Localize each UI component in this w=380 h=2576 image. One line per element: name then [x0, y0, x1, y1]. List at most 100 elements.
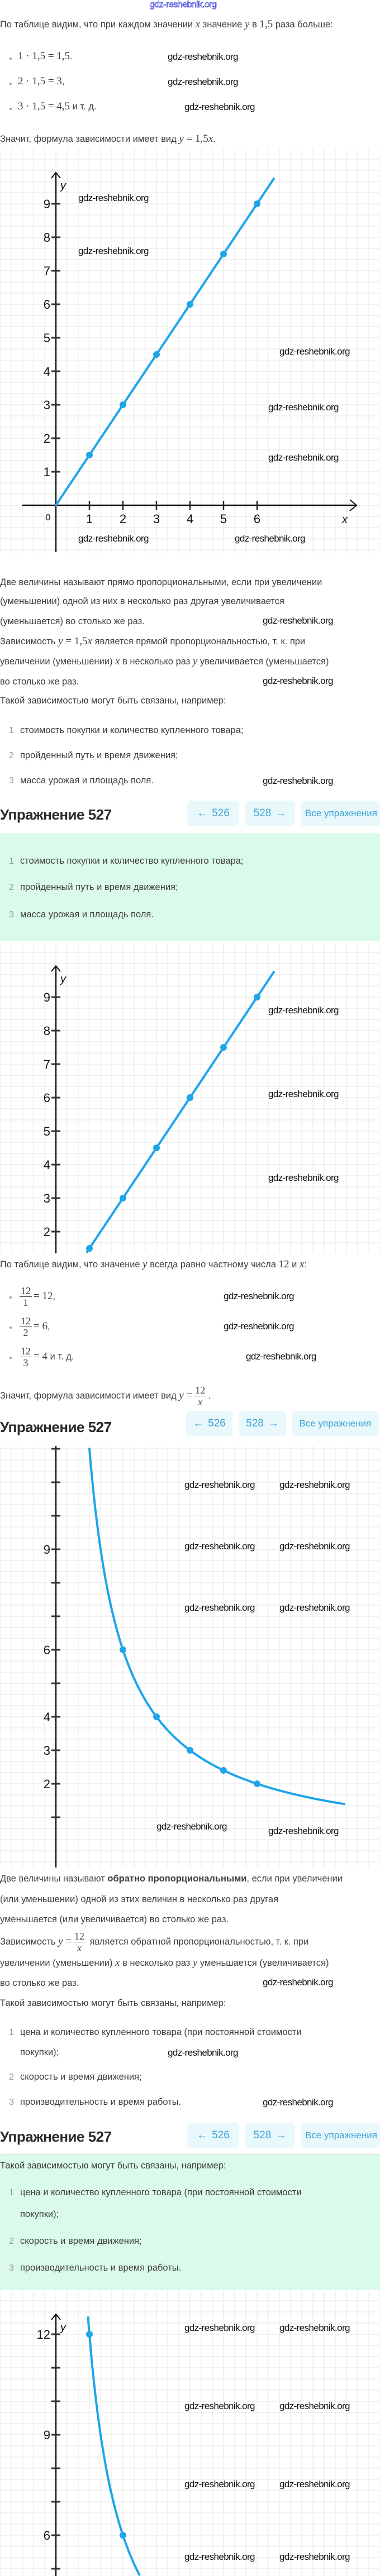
item-text: пройденный путь и время движения; [20, 882, 178, 892]
chart-direct-proportion-crop: y 2 3 4 5 6 7 8 9 [0, 942, 380, 1253]
definition-line: увеличении (уменьшении) x в несколько ра… [0, 655, 329, 668]
item-number: 3 [9, 910, 14, 920]
text-segment: Две величины называют [0, 1874, 108, 1884]
text-segment: : [304, 1260, 307, 1270]
math-expression: = 12 [34, 1290, 53, 1302]
y-axis-label: y [59, 973, 66, 985]
data-point [120, 1195, 126, 1201]
all-exercises-button[interactable]: Все упражнения [301, 2123, 380, 2148]
text-segment: По таблице видим, что при каждом значени… [0, 20, 196, 30]
text-segment: , [47, 1321, 50, 1332]
item-number: 3 [9, 2098, 14, 2107]
y-tick-label: 7 [44, 264, 50, 278]
all-exercises-button[interactable]: Все упражнения [292, 1411, 379, 1437]
text-segment: Зависимость [0, 1937, 59, 1947]
prev-exercise-button[interactable]: ← 526 [186, 1411, 232, 1437]
math-variable: y [192, 655, 198, 667]
text-segment: увеличении (уменьшении) [0, 1958, 116, 1968]
math-expression: 12 [278, 1258, 289, 1270]
y-tick-label: 9 [44, 1543, 50, 1557]
definition-line: Две величины называют прямо пропорционал… [0, 576, 322, 588]
math-variable: x [115, 655, 120, 667]
data-point [220, 251, 227, 257]
data-point [187, 1094, 193, 1101]
text-segment: , [61, 76, 65, 87]
y-tick-label: 5 [44, 1124, 50, 1138]
exercise-title: Упражнение 527 [0, 1419, 112, 1435]
all-exercises-button[interactable]: Все упражнения [301, 801, 380, 826]
x-tick-label: 2 [120, 512, 126, 526]
item-text: производительность и время работы. [20, 2263, 182, 2273]
watermark-text: gdz-reshebnik.org [263, 775, 333, 786]
y-tick-label: 6 [44, 2529, 50, 2543]
text-segment: Значит, формула зависимости имеет вид [0, 134, 179, 144]
fraction-numerator: 12 [20, 1285, 32, 1297]
data-point [153, 351, 160, 358]
watermark-text: gdz-reshebnik.org [246, 1351, 316, 1362]
data-point [187, 301, 193, 308]
text-segment: всегда равно частному числа [147, 1260, 279, 1270]
calc-line-1: 1 · 1,5 = 1,5. [18, 50, 73, 63]
next-exercise-button[interactable]: 528 → [245, 2123, 295, 2148]
exercise-title: Упражнение 527 [0, 806, 112, 823]
y-axis-label: y [59, 180, 66, 192]
text-segment: в несколько раз [120, 1958, 193, 1968]
arrow-right-icon: → [268, 1418, 279, 1429]
y-tick-label: 6 [44, 1091, 50, 1105]
data-point [220, 1767, 227, 1774]
calc-line-3: 12 3 = 4 и т. д. [18, 1344, 74, 1369]
item-number: 1 [9, 856, 14, 866]
all-label: Все упражнения [305, 808, 377, 818]
chart-inverse-proportion-crop: y 6 9 12 [0, 2291, 380, 2576]
prev-exercise-button[interactable]: ← 526 [187, 801, 239, 826]
next-label: 528 [253, 807, 272, 819]
math-variable: y [245, 18, 250, 30]
data-point [120, 2532, 126, 2539]
y-tick-label: 9 [44, 990, 50, 1004]
item-number: 2 [9, 751, 14, 760]
text-segment: раза больше: [273, 20, 333, 30]
y-tick-label: 4 [44, 1710, 50, 1724]
y-tick-label: 12 [37, 2328, 50, 2342]
math-variable: y [192, 1957, 198, 1969]
math-variable: y [179, 1390, 184, 1401]
bullet [10, 83, 12, 85]
y-tick-label: 5 [44, 331, 50, 345]
data-point [153, 1713, 160, 1720]
y-tick-label: 9 [44, 2428, 50, 2442]
y-tick-label: 8 [44, 1024, 50, 1038]
x-tick-label: 3 [153, 512, 160, 526]
next-label: 528 [246, 1418, 264, 1429]
definition-line: Такой зависимостью могут быть связаны, н… [0, 1997, 226, 2009]
fraction-denominator: x [198, 1396, 203, 1408]
math-expression: 1,5 [259, 18, 273, 30]
math-expression: = 6 [34, 1320, 48, 1332]
data-point [86, 2331, 93, 2338]
exercise-title: Упражнение 527 [0, 2128, 112, 2145]
fraction-numerator: 12 [194, 1385, 207, 1397]
item-text: масса урожая и площадь поля. [20, 775, 154, 786]
math-expression: = 1,5 [63, 635, 88, 647]
grid [0, 1446, 380, 1868]
fraction: 12 2 [20, 1315, 32, 1338]
x-tick-label: 6 [254, 512, 260, 526]
text-segment: во столько же раз. [0, 1978, 79, 1988]
math-expression: = 1,5 [183, 133, 208, 145]
definition-line: во столько же раз. [0, 1977, 79, 1989]
grid [0, 942, 380, 1253]
y-tick-label: 8 [44, 231, 50, 245]
watermark-text: gdz-reshebnik.org [263, 1977, 333, 1988]
math-variable: y [179, 133, 184, 145]
prev-exercise-button[interactable]: ← 526 [187, 2123, 239, 2148]
next-label: 528 [253, 2129, 272, 2141]
item-text: производительность и время работы. [20, 2097, 182, 2107]
next-exercise-button[interactable]: 528 → [245, 801, 295, 826]
next-exercise-button[interactable]: 528 → [239, 1411, 286, 1437]
chart-inverse-proportion: 2 3 4 6 9 [0, 1446, 380, 1868]
text-segment: (уменьшается) во столько же раз. [0, 616, 145, 626]
definition-line: Две величины называют обратно пропорцион… [0, 1873, 343, 1885]
math-variable: y [142, 1258, 148, 1270]
text-segment: и [289, 1260, 300, 1270]
x-tick-label: 5 [220, 512, 227, 526]
fraction: 12 3 [20, 1346, 32, 1368]
